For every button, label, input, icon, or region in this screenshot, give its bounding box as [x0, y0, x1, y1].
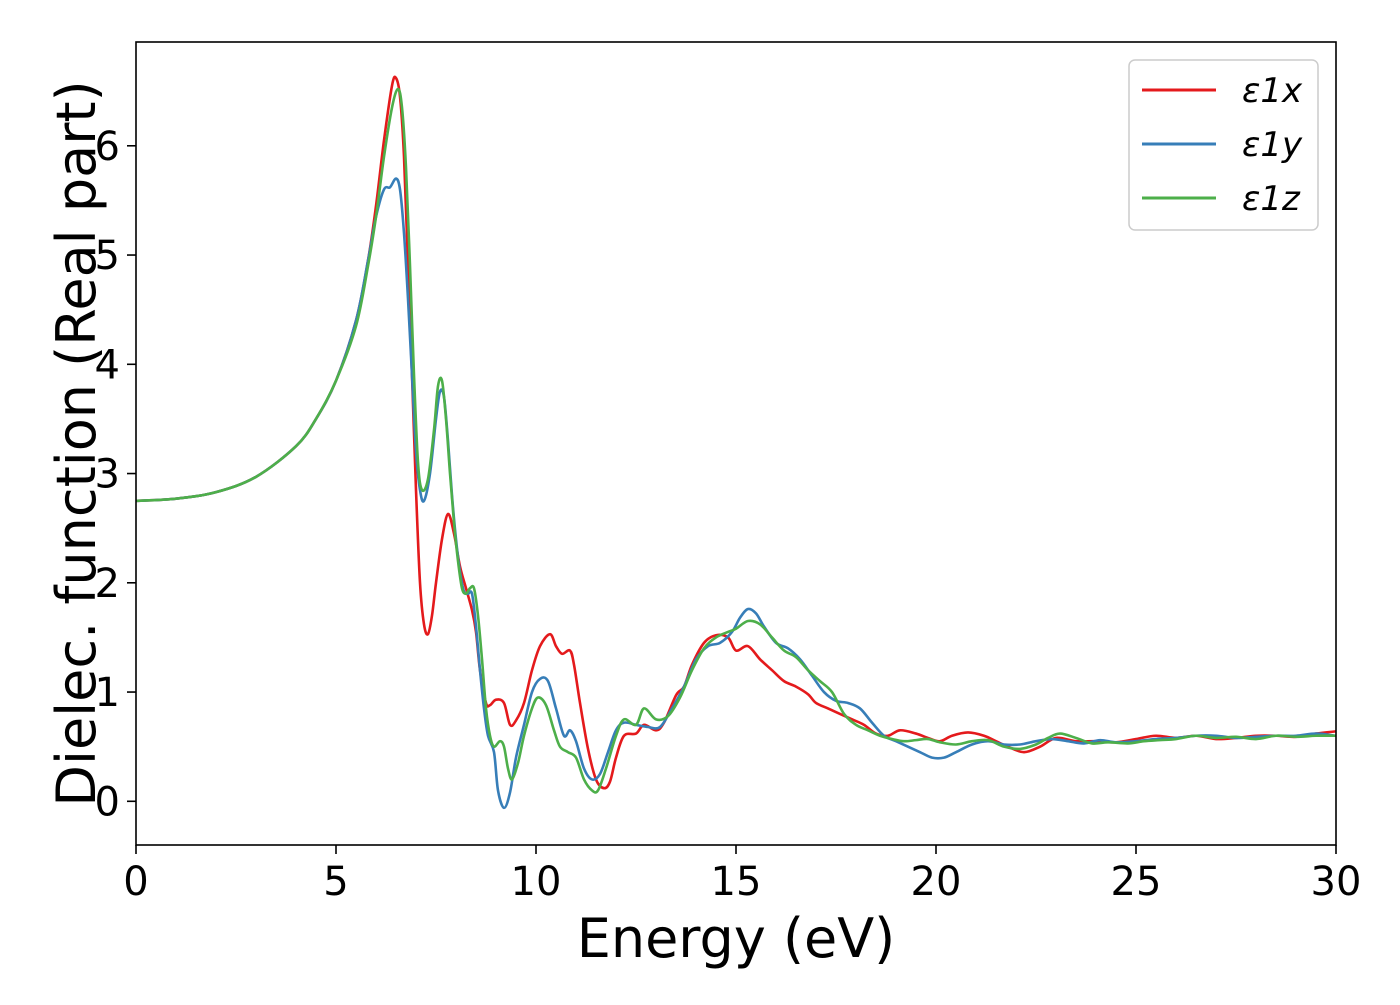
- plot-frame: [135, 41, 1337, 846]
- y-tick-label: 1: [95, 670, 120, 716]
- legend-label-1: ε1x: [1242, 71, 1303, 111]
- y-tick-label: 6: [95, 124, 120, 170]
- x-tick-label: 10: [511, 859, 562, 905]
- series-layer: [136, 75, 1336, 810]
- series-line-3: [136, 87, 1336, 794]
- y-tick-layer: 0 1 2 3 4 5 6: [95, 124, 136, 825]
- y-axis-label: Dielec. function (Real part): [45, 80, 108, 806]
- legend-box: [1128, 59, 1319, 231]
- y-tick-label: 3: [95, 452, 120, 498]
- x-tick-label: 30: [1311, 859, 1362, 905]
- y-tick-label: 2: [95, 561, 120, 607]
- x-tick-label: 20: [911, 859, 962, 905]
- legend: ε1x ε1y ε1z: [1128, 59, 1319, 231]
- legend-label-2: ε1y: [1242, 125, 1303, 165]
- x-axis-label: Energy (eV): [577, 907, 896, 970]
- x-tick-label: 25: [1111, 859, 1162, 905]
- y-tick-label: 4: [95, 342, 120, 388]
- x-tick-label: 5: [323, 859, 348, 905]
- y-tick-label: 0: [95, 779, 120, 825]
- y-tick-label: 5: [95, 233, 120, 279]
- x-tick-label: 0: [123, 859, 148, 905]
- series-line-2: [136, 177, 1336, 810]
- legend-label-3: ε1z: [1242, 179, 1301, 219]
- x-tick-layer: 0 5 10 15 20 25 30: [123, 845, 1361, 905]
- x-tick-label: 15: [711, 859, 762, 905]
